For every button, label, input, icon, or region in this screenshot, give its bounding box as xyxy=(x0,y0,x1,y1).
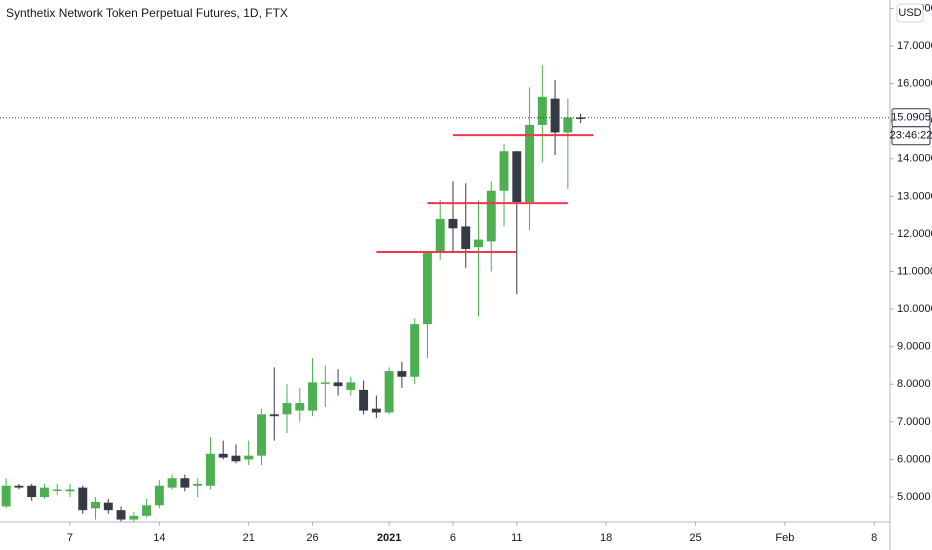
candle-body xyxy=(27,485,37,498)
y-tick-label: 8.0000 xyxy=(897,378,931,390)
candle-body xyxy=(422,252,432,325)
x-tick-label: 2021 xyxy=(377,532,401,544)
candle-body xyxy=(359,389,369,411)
candle-body xyxy=(142,505,152,516)
chart-title: Synthetix Network Token Perpetual Future… xyxy=(6,6,288,20)
candle-body xyxy=(461,226,471,249)
candle-body xyxy=(91,501,100,509)
candle-body xyxy=(576,117,586,119)
candle-body xyxy=(474,239,483,248)
candle-body xyxy=(435,218,445,253)
countdown-label: 23:46:22 xyxy=(890,130,932,142)
currency-box xyxy=(896,3,924,23)
candle-body xyxy=(231,455,241,462)
x-tick-label: 8 xyxy=(871,532,877,544)
y-tick-label: 6.0000 xyxy=(897,453,931,465)
y-tick-label: 13.0000 xyxy=(897,190,932,202)
last-price-label: 15.0905 xyxy=(891,112,931,124)
x-tick-label: 21 xyxy=(243,532,255,544)
currency-label: USD xyxy=(898,7,921,19)
candle-body xyxy=(499,151,509,191)
candle-body xyxy=(397,371,407,377)
candle-body xyxy=(282,403,292,415)
candle-body xyxy=(410,324,420,377)
candle-body xyxy=(371,408,381,413)
x-tick-label: 25 xyxy=(689,532,701,544)
x-tick-label: 26 xyxy=(306,532,318,544)
x-tick-label: 11 xyxy=(511,532,522,544)
candle-body xyxy=(65,489,75,492)
y-tick-label: 10.0000 xyxy=(897,303,932,315)
candle-body xyxy=(244,455,254,460)
x-tick-label: 18 xyxy=(600,532,612,544)
candle-body xyxy=(512,151,522,202)
y-tick-label: 17.0000 xyxy=(897,40,932,52)
candle-body xyxy=(308,382,318,411)
candle-body xyxy=(269,414,279,417)
candle-body xyxy=(193,483,203,486)
candle-body xyxy=(78,487,88,511)
candle-body xyxy=(116,510,126,520)
candle-body xyxy=(154,485,164,506)
candle-body xyxy=(257,414,266,456)
candle-body xyxy=(39,487,49,498)
candle-body xyxy=(103,502,113,511)
x-tick-label: 6 xyxy=(450,532,456,544)
candle-body xyxy=(1,485,11,507)
y-tick-label: 12.0000 xyxy=(897,228,932,240)
y-tick-label: 7.0000 xyxy=(897,416,931,428)
candle-body xyxy=(384,371,394,413)
candle-body xyxy=(333,382,343,387)
countdown-box xyxy=(891,126,931,146)
candle-body xyxy=(525,124,535,202)
candle-body xyxy=(537,96,547,125)
candle-body xyxy=(180,478,190,488)
y-tick-label: 5.0000 xyxy=(897,491,931,503)
candle-body xyxy=(550,98,560,133)
candle-body xyxy=(295,403,305,411)
candle-body xyxy=(486,190,496,242)
candle-body xyxy=(563,117,573,133)
y-tick-label: 9.0000 xyxy=(897,341,931,353)
x-tick-label: 7 xyxy=(67,532,73,544)
candle-body xyxy=(14,485,24,488)
candle-body xyxy=(167,478,177,488)
candle-body xyxy=(129,515,139,520)
x-tick-label: Feb xyxy=(775,532,794,544)
y-tick-label: 16.0000 xyxy=(897,78,932,90)
candle-body xyxy=(320,382,330,384)
y-tick-label: 14.0000 xyxy=(897,153,932,165)
candle-body xyxy=(448,218,458,229)
x-tick-label: 14 xyxy=(153,532,165,544)
candle-body xyxy=(52,489,62,491)
candle-body xyxy=(205,453,215,486)
y-tick-label: 11.0000 xyxy=(897,265,932,277)
candle-body xyxy=(346,382,356,390)
candle-body xyxy=(218,453,228,458)
